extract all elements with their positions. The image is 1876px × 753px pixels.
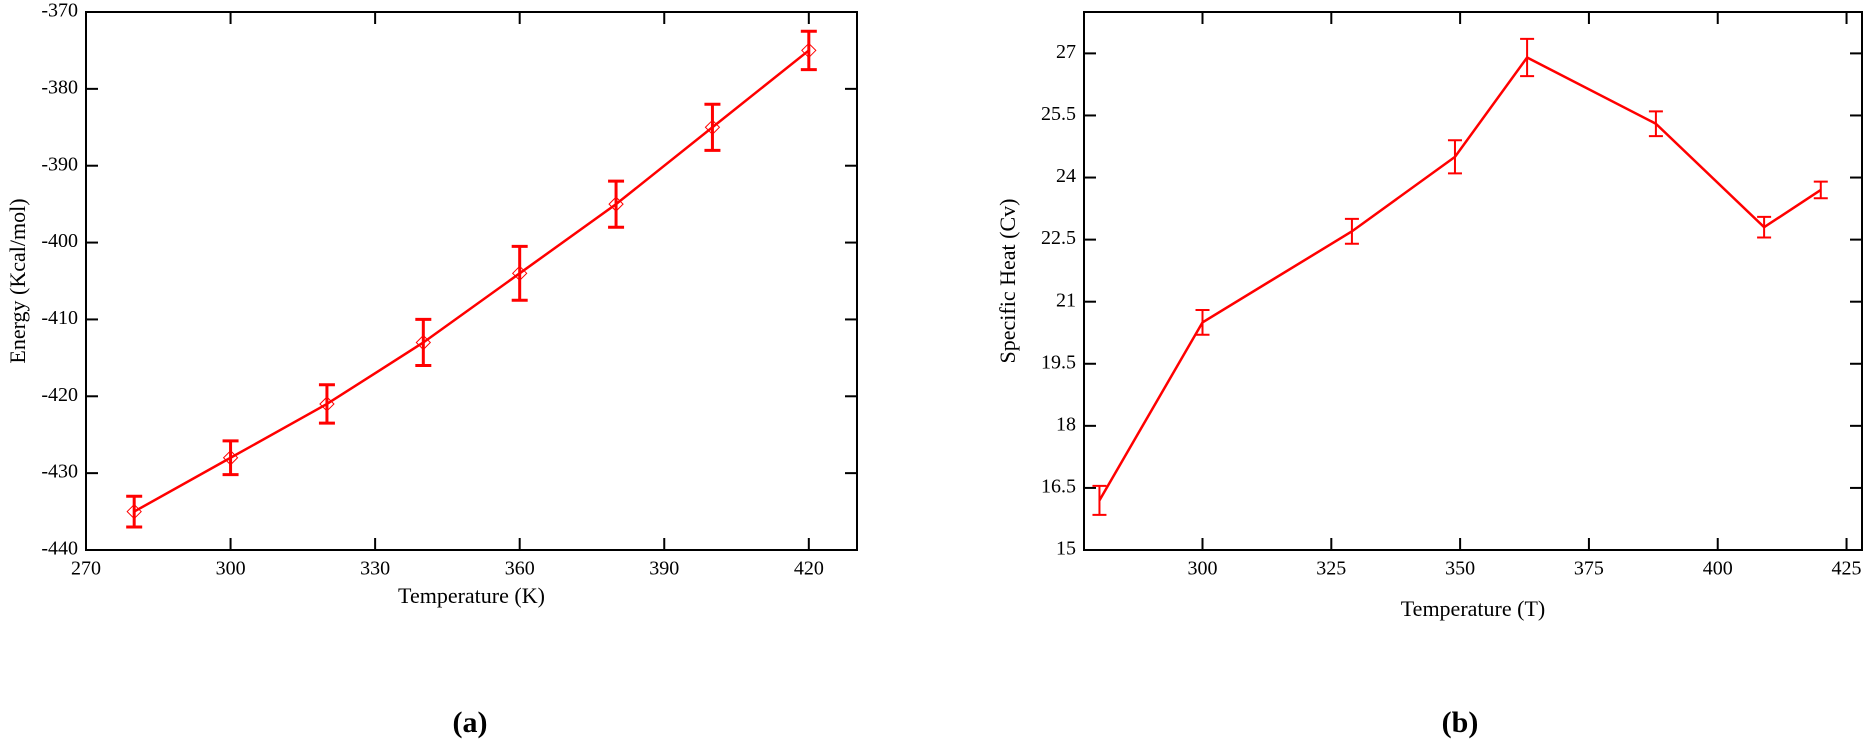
y-tick-label: 27 — [1056, 41, 1076, 63]
marker — [319, 396, 335, 412]
y-tick-label: 21 — [1056, 289, 1076, 311]
data-line — [1098, 55, 1822, 501]
panel-label: (a) — [453, 706, 488, 739]
marker — [704, 119, 721, 135]
x-tick-label: 300 — [1188, 558, 1218, 580]
y-tick-label: 25.5 — [1041, 103, 1076, 125]
x-tick-label: 325 — [1316, 558, 1346, 580]
x-axis-title: Temperature (K) — [398, 583, 545, 608]
marker — [222, 450, 239, 466]
plot-frame — [85, 11, 858, 551]
marker — [511, 265, 528, 282]
error-bar — [511, 244, 528, 302]
y-tick-label: 22.5 — [1041, 227, 1076, 249]
error-bar — [1344, 217, 1359, 245]
marker — [608, 196, 624, 212]
error-bar — [608, 179, 625, 229]
error-bar — [1447, 139, 1462, 175]
error-bar — [1195, 308, 1210, 336]
y-tick-label: 19.5 — [1041, 351, 1076, 373]
error-bar — [415, 317, 432, 368]
error-bar — [800, 29, 817, 72]
panel-label: (b) — [1442, 706, 1479, 739]
error-bar — [1757, 215, 1772, 239]
y-tick-label: 24 — [1056, 165, 1076, 187]
y-tick-label: -420 — [41, 384, 78, 406]
y-tick-label: 15 — [1056, 538, 1076, 560]
error-bar — [318, 383, 335, 425]
error-bar — [1813, 180, 1828, 200]
x-tick-label: 420 — [794, 558, 824, 580]
x-axis-title: Temperature (T) — [1401, 596, 1545, 621]
error-bar — [1648, 110, 1663, 138]
y-tick-label: -370 — [41, 0, 78, 22]
x-tick-label: 350 — [1445, 558, 1475, 580]
data-line — [133, 49, 810, 513]
x-tick-label: 360 — [505, 558, 535, 580]
marker — [126, 503, 142, 520]
x-tick-label: 425 — [1832, 558, 1862, 580]
y-tick-label: -440 — [41, 538, 78, 560]
error-bar — [704, 102, 721, 152]
x-tick-label: 390 — [649, 558, 679, 580]
y-axis-title: Specific Heat (Cv) — [995, 199, 1020, 364]
y-tick-label: -410 — [41, 307, 78, 329]
y-tick-label: -390 — [41, 153, 78, 175]
y-tick-label: 16.5 — [1041, 476, 1076, 498]
error-bar — [1092, 484, 1107, 516]
marker — [801, 42, 817, 59]
x-tick-label: 330 — [360, 558, 390, 580]
error-bar — [222, 439, 239, 477]
marker — [415, 334, 432, 351]
y-axis-title: Energy (Kcal/mol) — [5, 198, 30, 363]
y-tick-label: -380 — [41, 76, 78, 98]
x-tick-label: 400 — [1703, 558, 1733, 580]
x-tick-label: 270 — [71, 558, 101, 580]
plot-frame — [1083, 11, 1863, 551]
x-tick-label: 375 — [1574, 558, 1604, 580]
y-tick-label: -430 — [41, 461, 78, 483]
x-tick-label: 300 — [216, 558, 246, 580]
error-bar — [126, 494, 143, 529]
y-tick-label: 18 — [1056, 413, 1076, 435]
y-tick-label: -400 — [41, 230, 78, 252]
error-bar — [1520, 37, 1535, 78]
